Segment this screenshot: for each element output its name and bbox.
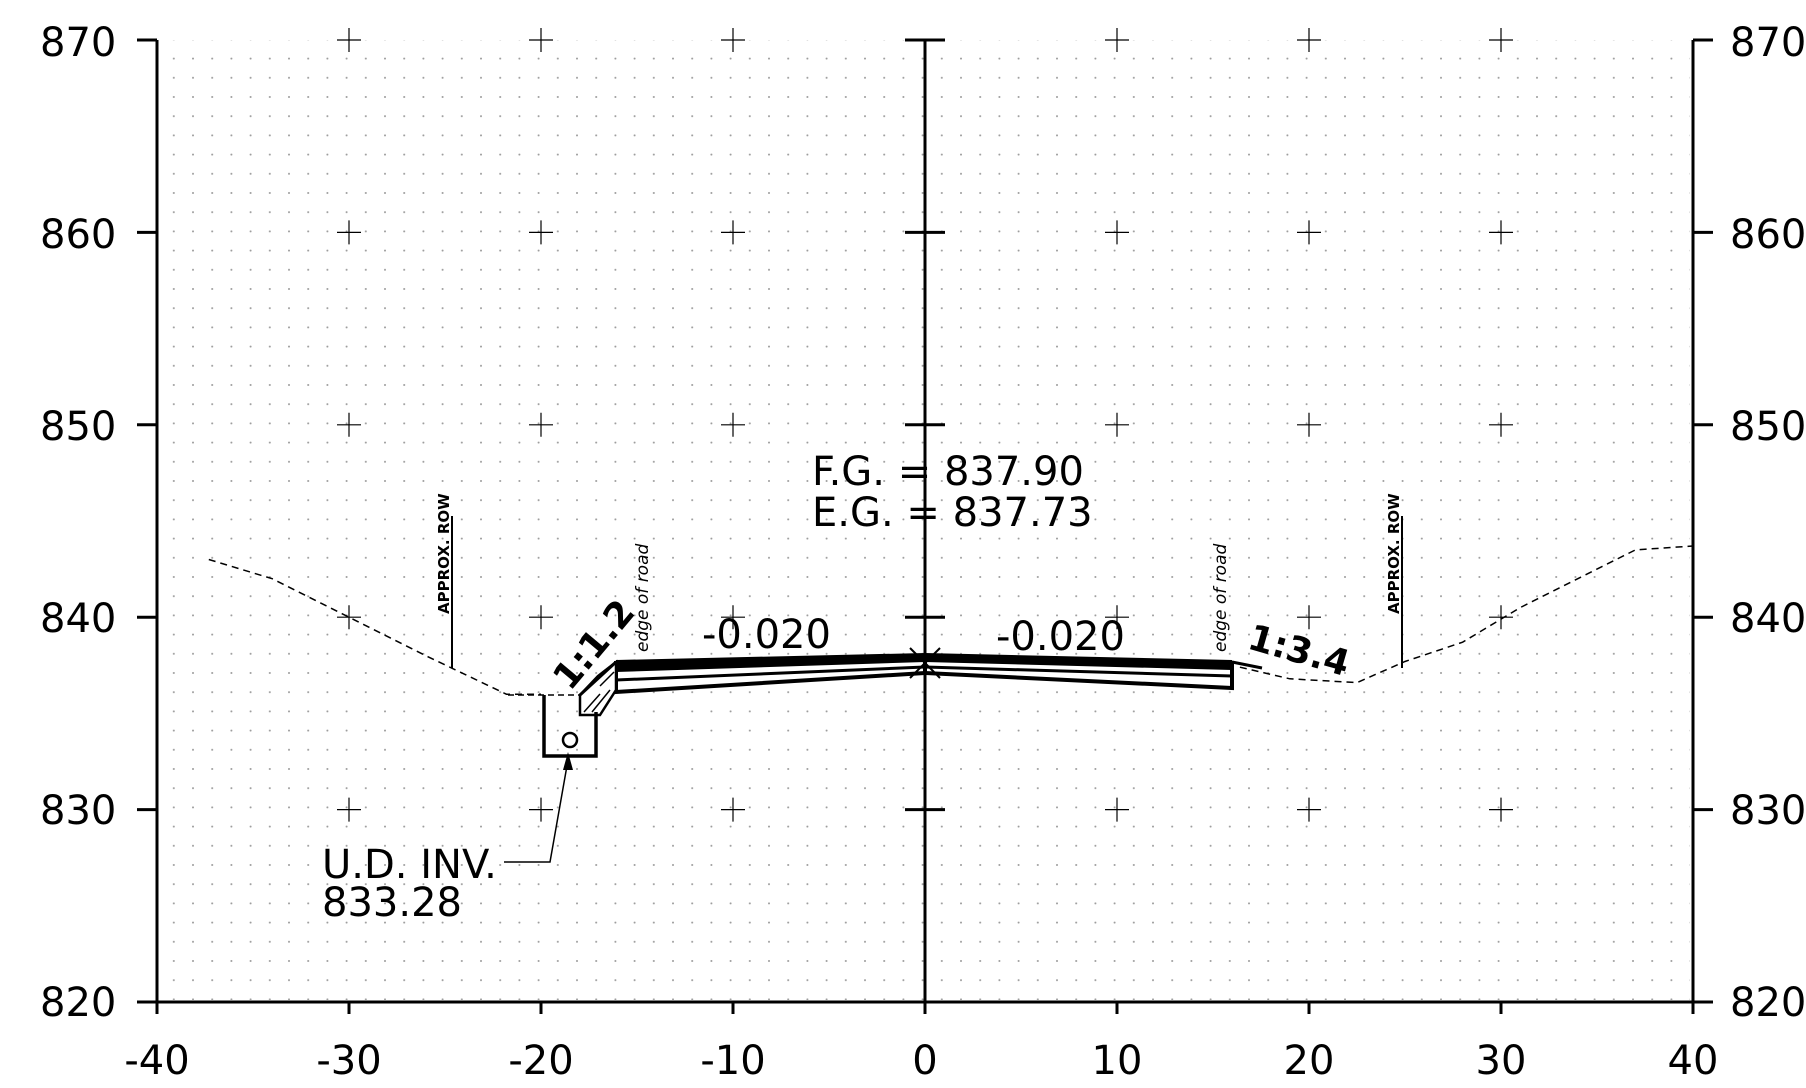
existing-grade-label: E.G. = 837.73	[812, 490, 1093, 536]
grid-cross	[529, 28, 553, 52]
y-tick-right-870: 870	[1730, 20, 1806, 66]
existing-ground-right	[1239, 545, 1694, 684]
trench-outline	[542, 695, 598, 758]
grid-cross	[1297, 220, 1321, 245]
y-tick-right-840: 840	[1730, 596, 1806, 642]
grid-cross	[721, 220, 745, 245]
grid-cross	[1105, 605, 1129, 630]
grid-cross	[1297, 412, 1321, 437]
x-tick-10: 10	[1092, 1038, 1143, 1083]
grid-cross	[1297, 605, 1321, 630]
edge-of-road-left: edge of road	[633, 543, 653, 652]
grid-cross	[529, 605, 553, 630]
y-tick-right-860: 860	[1730, 212, 1806, 258]
grid-cross	[1297, 28, 1321, 52]
y-tick-right-830: 830	[1730, 788, 1806, 834]
curb-hatch-3	[599, 671, 615, 687]
grid-cross	[721, 605, 745, 630]
x-tick-0: 0	[912, 1038, 937, 1083]
y-tick-left-830: 830	[40, 788, 116, 834]
axis-ticks	[137, 38, 1713, 1014]
grid-cross	[337, 797, 361, 822]
x-tick-40: 40	[1668, 1038, 1719, 1083]
grid-cross	[721, 797, 745, 822]
grid-cross	[1489, 605, 1513, 630]
grid-crosses	[337, 28, 1513, 822]
curb-block	[578, 659, 618, 717]
underdrain-leader-arrow	[563, 752, 573, 770]
y-tick-left-840: 840	[40, 596, 116, 642]
underdrain-trench	[508, 694, 598, 758]
row-label-left: APPROX. ROW	[435, 493, 453, 614]
grid-cross	[1297, 797, 1321, 822]
base-line-right	[924, 665, 1233, 678]
finished-grade-label: F.G. = 837.90	[812, 449, 1084, 495]
grid-cross	[1489, 28, 1513, 52]
curb-hatch-2	[591, 689, 611, 713]
underdrain-label: U.D. INV.	[322, 842, 497, 888]
grid-cross	[1489, 412, 1513, 437]
x-tick-minus10: -10	[700, 1038, 765, 1083]
grid-cross	[1105, 220, 1129, 245]
existing-ground-left	[208, 558, 541, 695]
grid-cross	[721, 28, 745, 52]
grid-cross	[337, 28, 361, 52]
y-tick-right-850: 850	[1730, 404, 1806, 450]
cross-slope-left: -0.020	[702, 612, 831, 658]
grid-cross	[529, 412, 553, 437]
grid-cross	[721, 412, 745, 437]
grid-cross	[529, 797, 553, 822]
y-tick-left-860: 860	[40, 212, 116, 258]
cross-slope-right: -0.020	[996, 614, 1125, 660]
x-tick-20: 20	[1284, 1038, 1335, 1083]
y-tick-right-820: 820	[1730, 980, 1806, 1026]
grid-cross	[1489, 797, 1513, 822]
grid-cross	[337, 220, 361, 245]
underdrain-elevation: 833.28	[322, 880, 462, 926]
grid-cross	[337, 605, 361, 630]
base-line-left	[615, 665, 926, 682]
x-tick-30: 30	[1476, 1038, 1527, 1083]
curb-detail	[578, 659, 618, 717]
curb-slope-line	[578, 660, 618, 697]
grid-cross	[337, 412, 361, 437]
grid-cross	[529, 220, 553, 245]
edge-of-road-right: edge of road	[1211, 543, 1231, 652]
grid-cross	[1489, 220, 1513, 245]
underdrain-pipe-icon	[561, 731, 579, 749]
surface-course-right	[925, 653, 1232, 670]
x-tick-minus30: -30	[316, 1038, 381, 1083]
curb-hatch-1	[583, 693, 601, 713]
pavement-section	[614, 653, 1263, 695]
grid-cross	[1105, 797, 1129, 822]
y-tick-left-870: 870	[40, 20, 116, 66]
grid-cross	[1105, 28, 1129, 52]
centerline-x-marker	[909, 647, 941, 679]
x-tick-minus40: -40	[124, 1038, 189, 1083]
surface-course-left	[616, 653, 925, 672]
y-tick-left-820: 820	[40, 980, 116, 1026]
row-label-right: APPROX. ROW	[1385, 493, 1403, 614]
grid-cross	[1105, 412, 1129, 437]
underdrain-leader	[504, 759, 569, 863]
x-tick-minus20: -20	[508, 1038, 573, 1083]
right-shoulder-slope	[1231, 660, 1263, 670]
y-tick-left-850: 850	[40, 404, 116, 450]
